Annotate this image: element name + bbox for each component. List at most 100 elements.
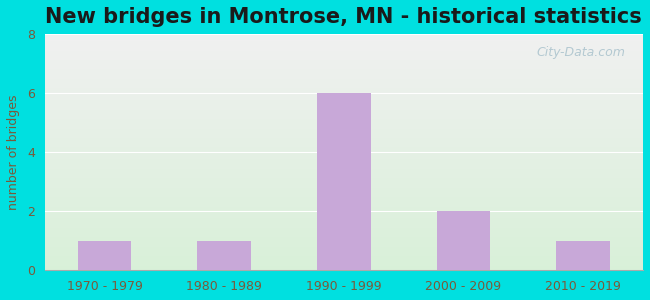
Bar xyxy=(45,167,643,169)
Bar xyxy=(45,249,643,251)
Bar xyxy=(45,242,643,244)
Bar xyxy=(45,39,643,41)
Bar xyxy=(45,204,643,206)
Bar xyxy=(45,62,643,65)
Bar xyxy=(45,98,643,100)
Bar xyxy=(45,58,643,60)
Bar xyxy=(45,221,643,223)
Bar xyxy=(45,240,643,242)
Bar xyxy=(45,110,643,112)
Bar xyxy=(45,60,643,62)
Bar xyxy=(45,86,643,88)
Bar xyxy=(45,44,643,46)
Bar xyxy=(45,79,643,81)
Bar xyxy=(45,200,643,202)
Bar xyxy=(45,225,643,228)
Bar xyxy=(45,247,643,249)
Bar xyxy=(45,143,643,145)
Bar xyxy=(45,51,643,53)
Bar xyxy=(45,88,643,91)
Bar xyxy=(45,93,643,95)
Bar xyxy=(45,67,643,70)
Bar xyxy=(45,162,643,164)
Bar xyxy=(45,65,643,67)
Bar xyxy=(45,76,643,79)
Bar xyxy=(45,148,643,150)
Bar xyxy=(45,157,643,159)
Bar xyxy=(45,140,643,143)
Bar xyxy=(45,232,643,235)
Text: City-Data.com: City-Data.com xyxy=(536,46,625,59)
Bar xyxy=(45,48,643,51)
Bar xyxy=(45,129,643,131)
Bar xyxy=(45,138,643,140)
Bar xyxy=(45,263,643,266)
Bar xyxy=(45,178,643,181)
Bar xyxy=(45,171,643,173)
Bar xyxy=(45,197,643,200)
Bar xyxy=(45,122,643,124)
Bar xyxy=(45,114,643,117)
Bar xyxy=(45,119,643,122)
Bar xyxy=(45,211,643,214)
Bar xyxy=(45,34,643,36)
Bar xyxy=(45,181,643,183)
Bar xyxy=(45,216,643,218)
Y-axis label: number of bridges: number of bridges xyxy=(7,94,20,210)
Bar xyxy=(45,261,643,263)
Bar xyxy=(45,131,643,133)
Bar xyxy=(45,164,643,167)
Bar xyxy=(45,195,643,197)
Bar xyxy=(45,190,643,192)
Bar xyxy=(45,107,643,110)
Bar xyxy=(45,259,643,261)
Bar xyxy=(45,218,643,221)
Bar xyxy=(45,244,643,247)
Bar xyxy=(45,268,643,270)
Bar xyxy=(45,150,643,152)
Bar xyxy=(45,95,643,98)
Bar xyxy=(45,74,643,76)
Bar xyxy=(45,228,643,230)
Bar xyxy=(45,100,643,103)
Bar xyxy=(45,55,643,58)
Bar xyxy=(45,209,643,211)
Bar xyxy=(45,230,643,232)
Bar xyxy=(45,254,643,256)
Bar xyxy=(45,91,643,93)
Bar xyxy=(45,183,643,185)
Bar xyxy=(45,72,643,74)
Bar xyxy=(45,188,643,190)
Bar xyxy=(45,136,643,138)
Bar xyxy=(45,103,643,105)
Bar xyxy=(45,117,643,119)
Bar xyxy=(45,159,643,162)
Bar xyxy=(45,126,643,129)
Bar xyxy=(45,81,643,84)
Bar xyxy=(45,206,643,209)
Bar xyxy=(45,169,643,171)
Bar xyxy=(45,36,643,39)
Bar xyxy=(45,105,643,107)
Bar xyxy=(437,211,491,270)
Bar xyxy=(556,241,610,270)
Bar xyxy=(45,185,643,188)
Bar xyxy=(45,223,643,225)
Bar xyxy=(45,192,643,195)
Bar xyxy=(45,214,643,216)
Title: New bridges in Montrose, MN - historical statistics: New bridges in Montrose, MN - historical… xyxy=(46,7,642,27)
Bar xyxy=(45,256,643,259)
Bar xyxy=(317,93,370,270)
Bar xyxy=(45,235,643,237)
Bar xyxy=(45,41,643,43)
Bar xyxy=(45,145,643,148)
Bar xyxy=(45,202,643,204)
Bar xyxy=(45,84,643,86)
Bar xyxy=(45,251,643,254)
Bar xyxy=(45,112,643,114)
Bar xyxy=(45,176,643,178)
Bar xyxy=(45,124,643,126)
Bar xyxy=(45,173,643,176)
Bar xyxy=(45,152,643,154)
Bar xyxy=(45,266,643,268)
